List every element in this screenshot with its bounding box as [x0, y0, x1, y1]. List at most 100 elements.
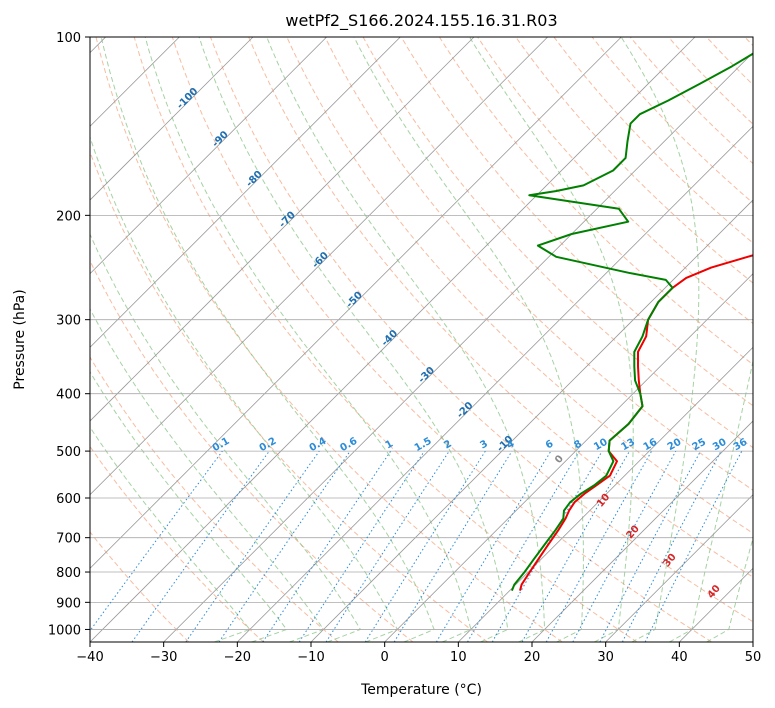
isotherm [237, 125, 753, 642]
isotherm-label: -90 [210, 129, 231, 150]
dry-adiabat [248, 37, 753, 578]
mixing-ratio-label: 30 [711, 437, 729, 454]
x-tick-label: 0 [381, 650, 389, 665]
profile-lines [510, 52, 753, 591]
dry-adiabat [90, 356, 339, 642]
isotherm-label: -60 [310, 250, 331, 271]
dry-adiabat [477, 37, 753, 325]
dry-adiabat [591, 37, 753, 204]
chart-title: wetPf2_S166.2024.155.16.31.R03 [285, 11, 557, 31]
isotherm [90, 37, 327, 275]
mixing-ratio-line [364, 450, 486, 642]
dry-adiabat [668, 37, 753, 125]
mixing-ratio-label: 25 [691, 437, 709, 454]
y-tick-label: 900 [56, 596, 81, 611]
dry-adiabat [133, 37, 638, 642]
mixing-ratio-line [325, 450, 450, 642]
dry-adiabat [90, 445, 264, 642]
dewpoint-line [510, 52, 753, 591]
isotherm-label: -30 [417, 365, 438, 386]
mixing-ratio-line [621, 450, 722, 642]
y-tick-label: 700 [56, 532, 81, 547]
isotherm [310, 199, 753, 642]
y-tick-label: 300 [56, 314, 81, 329]
mixing-ratio-label: 4 [505, 438, 517, 451]
dry-adiabat [362, 37, 753, 449]
dry-adiabat [553, 37, 753, 244]
x-tick-label: 10 [450, 650, 467, 665]
isotherm-label: -40 [380, 328, 401, 349]
x-tick-label: 30 [597, 650, 614, 665]
dry-adiabat [286, 37, 753, 534]
mixing-ratio-line [262, 450, 392, 642]
moist-adiabat-label: 10 [595, 492, 612, 510]
x-tick-label: 50 [745, 650, 762, 665]
isotherm [90, 37, 475, 422]
isotherm [458, 346, 753, 642]
dry-adiabat [438, 37, 753, 366]
moist-adiabat [706, 536, 753, 642]
mixing-ratio-line [185, 450, 320, 642]
mixing-ratio-label: 16 [642, 437, 660, 454]
moist-adiabat [90, 370, 288, 642]
dry-adiabat [324, 37, 753, 491]
dry-adiabat [400, 37, 753, 407]
isotherm [90, 37, 696, 642]
mixing-ratio-label: 10 [592, 437, 610, 454]
x-tick-label: −10 [297, 650, 324, 665]
mixing-ratio-line [393, 450, 513, 642]
x-axis: −40 −30 −20 −10 0 10 20 30 40 50 [76, 642, 761, 665]
moist-adiabat [669, 358, 753, 642]
y-axis: 100 200 300 400 500 600 700 800 900 1000 [48, 31, 90, 638]
dry-adiabat [95, 37, 563, 642]
isotherm-label: -100 [175, 86, 201, 112]
mixing-ratio-line [218, 450, 351, 642]
y-tick-label: 400 [56, 388, 81, 403]
x-tick-label: −40 [76, 650, 103, 665]
isotherm [531, 420, 753, 642]
isotherm-label: -20 [455, 400, 476, 421]
isotherm [90, 37, 622, 569]
x-tick-label: −30 [150, 650, 177, 665]
isotherm [90, 37, 254, 201]
y-tick-label: 100 [56, 31, 81, 46]
mixing-ratio-line [521, 450, 630, 642]
y-tick-label: 500 [56, 445, 81, 460]
y-tick-label: 600 [56, 492, 81, 507]
plot-frame [89, 36, 754, 643]
mixing-ratio-line [90, 450, 223, 632]
moist-adiabat [90, 232, 362, 642]
moist-adiabat-label: 30 [661, 552, 678, 570]
isotherm [90, 37, 401, 348]
moist-adiabat [144, 37, 472, 642]
mixing-ratio-line [572, 450, 677, 642]
mixing-ratio-line [545, 450, 653, 642]
isotherm [163, 52, 753, 642]
isotherm-label: -80 [244, 169, 265, 190]
mixing-ratio-line [435, 450, 552, 642]
x-tick-label: 20 [524, 650, 541, 665]
mixing-ratio-line [491, 450, 603, 642]
dry-adiabat [171, 37, 712, 642]
isotherm [384, 273, 753, 642]
moist-adiabat [100, 37, 435, 642]
isotherm [679, 567, 753, 642]
dry-adiabat [90, 150, 488, 642]
moist-adiabat [469, 37, 634, 642]
isotherm [605, 494, 753, 642]
temperature-line [519, 254, 753, 591]
y-axis-label: Pressure (hPa) [12, 289, 28, 389]
dry-adiabat [90, 259, 414, 642]
dry-adiabat [210, 37, 753, 623]
moist-adiabat [620, 37, 700, 642]
dry-adiabat [90, 531, 190, 642]
mixing-ratio-line [599, 450, 701, 642]
moist-adiabat [198, 37, 509, 642]
moist-adiabat [266, 37, 546, 642]
mixing-ratio-line [131, 450, 270, 642]
mixing-ratio-line [467, 450, 580, 642]
moist-adiabat [90, 308, 325, 642]
x-axis-label: Temperature (°C) [360, 682, 482, 698]
x-tick-label: 40 [671, 650, 688, 665]
